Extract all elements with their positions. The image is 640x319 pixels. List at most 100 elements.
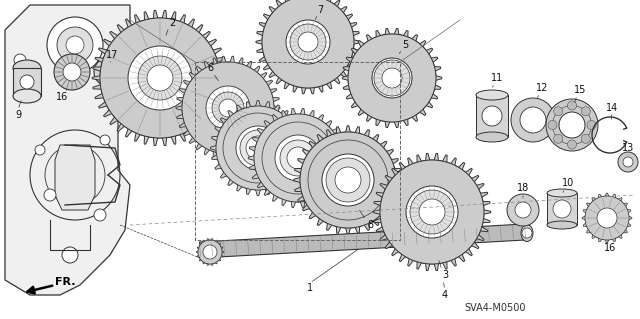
Circle shape xyxy=(335,167,361,193)
Polygon shape xyxy=(211,100,305,196)
Polygon shape xyxy=(294,126,402,234)
Circle shape xyxy=(374,60,410,96)
Circle shape xyxy=(57,27,93,63)
Circle shape xyxy=(515,202,531,218)
Circle shape xyxy=(182,62,274,154)
Circle shape xyxy=(382,68,402,88)
Circle shape xyxy=(262,0,354,88)
Text: 11: 11 xyxy=(491,73,503,83)
Circle shape xyxy=(66,36,84,54)
Text: 2: 2 xyxy=(169,18,175,28)
Text: 15: 15 xyxy=(574,85,586,95)
Circle shape xyxy=(348,34,436,122)
Text: 1: 1 xyxy=(307,283,313,293)
Circle shape xyxy=(206,86,250,130)
Bar xyxy=(547,193,577,225)
Text: FR.: FR. xyxy=(55,277,76,287)
Circle shape xyxy=(546,99,598,151)
Circle shape xyxy=(548,121,557,130)
Circle shape xyxy=(554,107,563,116)
Ellipse shape xyxy=(476,132,508,142)
Circle shape xyxy=(280,140,316,176)
Text: 13: 13 xyxy=(622,143,634,153)
Circle shape xyxy=(520,107,546,133)
Text: 18: 18 xyxy=(517,183,529,193)
Polygon shape xyxy=(196,239,223,265)
Circle shape xyxy=(585,196,629,240)
Circle shape xyxy=(286,20,330,64)
Text: 12: 12 xyxy=(536,83,548,93)
Circle shape xyxy=(300,132,396,228)
Text: 16: 16 xyxy=(604,243,616,253)
Circle shape xyxy=(322,154,374,206)
Circle shape xyxy=(554,134,563,143)
Ellipse shape xyxy=(547,189,577,197)
Bar xyxy=(476,95,508,137)
Text: 7: 7 xyxy=(317,5,323,15)
Circle shape xyxy=(522,228,532,238)
Circle shape xyxy=(482,106,502,126)
Circle shape xyxy=(100,18,220,138)
Polygon shape xyxy=(582,193,632,243)
Text: 9: 9 xyxy=(15,110,21,120)
Circle shape xyxy=(110,70,120,80)
Circle shape xyxy=(587,121,596,130)
Polygon shape xyxy=(256,0,360,94)
Circle shape xyxy=(35,145,45,155)
Circle shape xyxy=(410,190,454,234)
Circle shape xyxy=(203,245,217,259)
Circle shape xyxy=(511,98,555,142)
Polygon shape xyxy=(55,145,95,210)
Text: 6: 6 xyxy=(207,63,213,73)
Circle shape xyxy=(623,157,633,167)
Text: 16: 16 xyxy=(56,92,68,102)
Circle shape xyxy=(20,75,34,89)
Circle shape xyxy=(63,63,81,81)
Ellipse shape xyxy=(13,89,41,103)
Circle shape xyxy=(618,152,638,172)
Circle shape xyxy=(47,17,103,73)
Circle shape xyxy=(290,24,326,60)
Bar xyxy=(13,68,41,96)
Circle shape xyxy=(568,140,577,149)
Polygon shape xyxy=(342,28,442,128)
Ellipse shape xyxy=(547,221,577,229)
Polygon shape xyxy=(200,224,525,258)
Circle shape xyxy=(287,147,309,169)
Text: SVA4-M0500: SVA4-M0500 xyxy=(464,303,525,313)
Text: 14: 14 xyxy=(606,103,618,113)
Text: 8: 8 xyxy=(367,220,373,230)
Circle shape xyxy=(198,240,222,264)
Circle shape xyxy=(298,32,318,52)
Circle shape xyxy=(94,58,122,86)
Circle shape xyxy=(100,135,110,145)
Polygon shape xyxy=(373,153,491,271)
Polygon shape xyxy=(92,10,228,146)
Circle shape xyxy=(275,135,321,181)
Text: 4: 4 xyxy=(442,290,448,300)
Text: 10: 10 xyxy=(562,178,574,188)
Circle shape xyxy=(568,101,577,110)
Circle shape xyxy=(553,200,571,218)
Ellipse shape xyxy=(13,60,41,76)
Circle shape xyxy=(240,130,276,166)
Circle shape xyxy=(62,247,78,263)
Circle shape xyxy=(138,56,182,100)
Circle shape xyxy=(326,158,370,202)
Text: 17: 17 xyxy=(106,50,118,60)
Circle shape xyxy=(212,92,244,124)
Circle shape xyxy=(219,99,237,117)
Polygon shape xyxy=(248,108,348,208)
Circle shape xyxy=(581,107,590,116)
Circle shape xyxy=(597,208,617,228)
Circle shape xyxy=(44,189,56,201)
Circle shape xyxy=(236,126,280,170)
Circle shape xyxy=(419,199,445,225)
Ellipse shape xyxy=(521,225,533,241)
Circle shape xyxy=(380,160,484,264)
Text: 3: 3 xyxy=(442,270,448,280)
Circle shape xyxy=(200,242,220,262)
Circle shape xyxy=(246,136,270,160)
Circle shape xyxy=(559,112,585,138)
Circle shape xyxy=(94,209,106,221)
